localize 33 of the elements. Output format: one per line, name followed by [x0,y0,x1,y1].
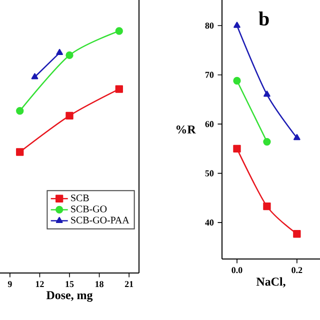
point [115,27,123,35]
y-axis-title: %R [176,125,196,134]
point [16,107,24,115]
y-tick-label: 60 [205,121,214,128]
annotation: b [258,12,269,26]
point [233,76,241,85]
point [233,144,241,153]
x-axis-title: Dose, mg [46,291,93,302]
point [294,134,300,140]
y-tick-label: 80 [205,22,214,29]
legend-label: SCB [71,194,89,202]
x-tick-label: 9 [8,281,12,288]
point [234,22,240,28]
y-tick-label: 50 [205,170,214,176]
point [66,112,74,120]
point [264,90,270,97]
point [66,51,74,60]
point [115,85,123,93]
point [263,138,271,146]
x-tick-label: 12 [36,281,44,288]
legend-label: SCB-GO-PAA [71,216,130,224]
point [263,202,271,210]
x-tick-label: 18 [96,281,104,288]
legend-label: SCB-GO [71,206,107,212]
x-tick-label: 0.2 [292,267,302,274]
x-tick-label: 0.0 [232,267,242,274]
x-tick-label: 21 [124,281,134,288]
y-tick-label: 70 [205,72,214,78]
x-tick-label: 15 [66,281,74,288]
y-tick-label: 40 [205,220,214,226]
point [16,148,24,156]
x-axis-title: NaCl, [256,277,286,288]
point [293,230,301,238]
